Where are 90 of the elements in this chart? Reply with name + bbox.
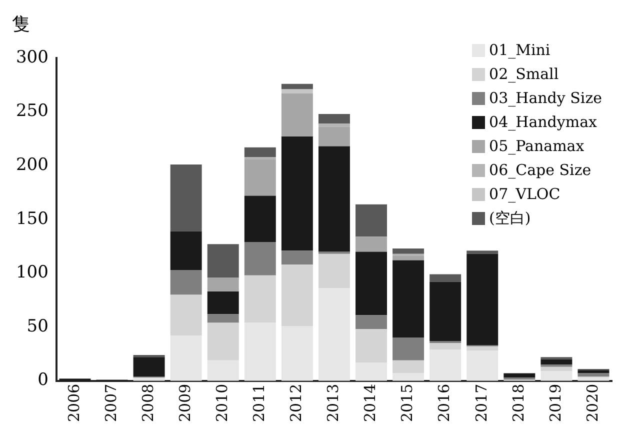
bar — [430, 274, 462, 282]
bar — [207, 244, 239, 278]
bar — [356, 329, 387, 363]
y-tick-label: 50 — [26, 316, 48, 336]
bar — [466, 346, 498, 351]
bar — [392, 248, 424, 254]
bar — [392, 360, 424, 374]
bar — [430, 343, 462, 350]
bar — [392, 256, 424, 260]
bar — [133, 378, 165, 381]
bar — [318, 124, 350, 127]
bar — [170, 336, 202, 381]
x-tick-label: 2018 — [509, 384, 528, 422]
bar — [244, 196, 276, 242]
y-tick-label: 150 — [16, 208, 48, 229]
bar — [244, 322, 276, 381]
x-tick-label: 2014 — [361, 384, 380, 422]
bar — [430, 350, 462, 381]
x-tick-label: 2017 — [472, 384, 490, 422]
bar — [504, 373, 536, 378]
bar — [281, 89, 313, 94]
bar — [540, 371, 572, 381]
bar — [244, 275, 276, 323]
y-tick-label: 100 — [16, 262, 48, 283]
legend-label: 02_Small — [489, 64, 559, 85]
legend-label: 05_Panamax — [489, 136, 584, 157]
bar — [281, 84, 313, 90]
x-tick-label: 2015 — [398, 384, 416, 422]
x-tick-label: 2007 — [102, 384, 120, 422]
x-tick-label: 2020 — [583, 384, 602, 422]
bar — [207, 292, 239, 314]
bar — [281, 264, 313, 326]
bar — [244, 147, 276, 157]
y-tick-label: 0 — [38, 370, 48, 390]
bar — [318, 146, 350, 252]
bar — [540, 366, 572, 372]
bar — [170, 164, 202, 232]
bar — [356, 204, 387, 237]
bar — [281, 136, 313, 251]
bar — [281, 326, 313, 381]
bar — [318, 288, 350, 381]
x-tick-label: 2013 — [324, 384, 342, 422]
bar — [356, 362, 387, 381]
bar — [466, 254, 498, 346]
bar — [356, 252, 387, 316]
bar — [466, 350, 498, 381]
bar — [207, 314, 239, 323]
legend-label: 04_Handymax — [489, 112, 598, 133]
bar — [133, 357, 165, 377]
x-tick-label: 2010 — [213, 384, 232, 422]
bar — [318, 114, 350, 124]
bar — [281, 94, 313, 137]
bar — [207, 360, 239, 381]
legend-label: 06_Cape Size — [489, 160, 592, 181]
x-tick-label: 2016 — [435, 384, 454, 422]
bar — [207, 322, 239, 360]
bar — [281, 250, 313, 265]
bar — [356, 315, 387, 330]
bar — [356, 236, 387, 252]
bar — [540, 359, 572, 365]
legend-label: 01_Mini — [489, 40, 550, 61]
y-tick-label: 200 — [16, 155, 48, 176]
x-tick-label: 2008 — [138, 384, 157, 422]
bar — [207, 278, 239, 292]
bar — [578, 370, 610, 374]
x-tick-label: 2006 — [64, 384, 83, 422]
legend-label: 07_VLOC — [489, 184, 560, 205]
bar — [466, 250, 498, 254]
bar — [392, 373, 424, 381]
legend-label: 03_Handy Size — [489, 88, 602, 109]
bar — [392, 338, 424, 360]
x-tick-label: 2019 — [546, 384, 564, 422]
bar — [170, 270, 202, 295]
bar — [430, 282, 462, 342]
y-axis-title: 隻 — [12, 13, 30, 36]
bar — [244, 159, 276, 196]
legend-label: (空白) — [489, 208, 531, 229]
x-tick-label: 2009 — [176, 384, 194, 422]
bar — [318, 126, 350, 146]
x-tick-label: 2012 — [287, 384, 306, 422]
bar — [170, 231, 202, 270]
x-tick-label: 2011 — [250, 384, 268, 422]
bar — [170, 294, 202, 336]
bar — [318, 254, 350, 288]
bar — [392, 260, 424, 338]
bar — [244, 242, 276, 276]
bar — [578, 378, 610, 381]
y-tick-label: 250 — [16, 101, 48, 122]
y-tick-label: 300 — [16, 47, 48, 68]
bar — [578, 373, 610, 377]
